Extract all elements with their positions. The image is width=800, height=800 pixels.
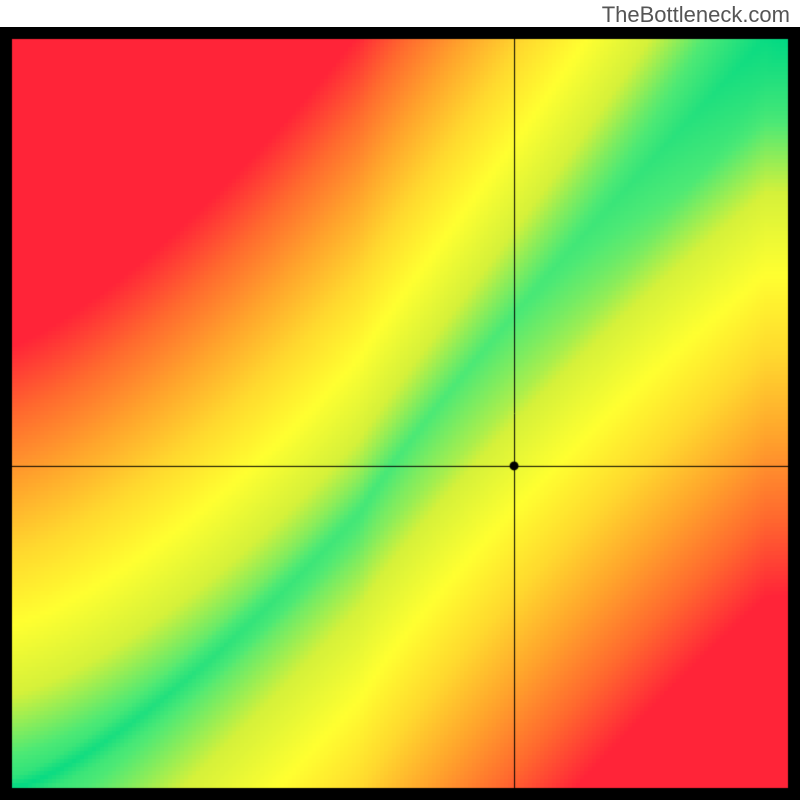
watermark-text: TheBottleneck.com (602, 2, 790, 28)
bottleneck-heatmap (0, 27, 800, 800)
